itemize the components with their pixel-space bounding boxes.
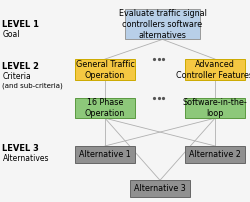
Text: Alternatives: Alternatives xyxy=(2,154,49,163)
FancyBboxPatch shape xyxy=(75,98,135,118)
Text: LEVEL 1: LEVEL 1 xyxy=(2,20,40,29)
FancyBboxPatch shape xyxy=(125,9,200,39)
Text: Software-in-the-
loop: Software-in-the- loop xyxy=(182,98,248,118)
Text: Alternative 1: Alternative 1 xyxy=(79,150,131,159)
Text: Evaluate traffic signal
controllers software
alternatives: Evaluate traffic signal controllers soft… xyxy=(118,9,206,40)
Text: Alternative 2: Alternative 2 xyxy=(189,150,241,159)
Text: Goal: Goal xyxy=(2,30,20,39)
FancyBboxPatch shape xyxy=(75,146,135,163)
Text: LEVEL 2: LEVEL 2 xyxy=(2,62,40,71)
FancyBboxPatch shape xyxy=(185,146,245,163)
Text: Criteria: Criteria xyxy=(2,72,31,81)
FancyBboxPatch shape xyxy=(185,59,245,80)
FancyBboxPatch shape xyxy=(185,98,245,118)
Text: General Traffic
Operation: General Traffic Operation xyxy=(76,60,134,80)
Text: (and sub-criteria): (and sub-criteria) xyxy=(2,83,63,89)
Text: LEVEL 3: LEVEL 3 xyxy=(2,144,40,153)
Text: Advanced
Controller Features: Advanced Controller Features xyxy=(176,60,250,80)
Text: Alternative 3: Alternative 3 xyxy=(134,184,186,193)
FancyBboxPatch shape xyxy=(130,180,190,198)
FancyBboxPatch shape xyxy=(75,59,135,80)
Text: 16 Phase
Operation: 16 Phase Operation xyxy=(85,98,125,118)
